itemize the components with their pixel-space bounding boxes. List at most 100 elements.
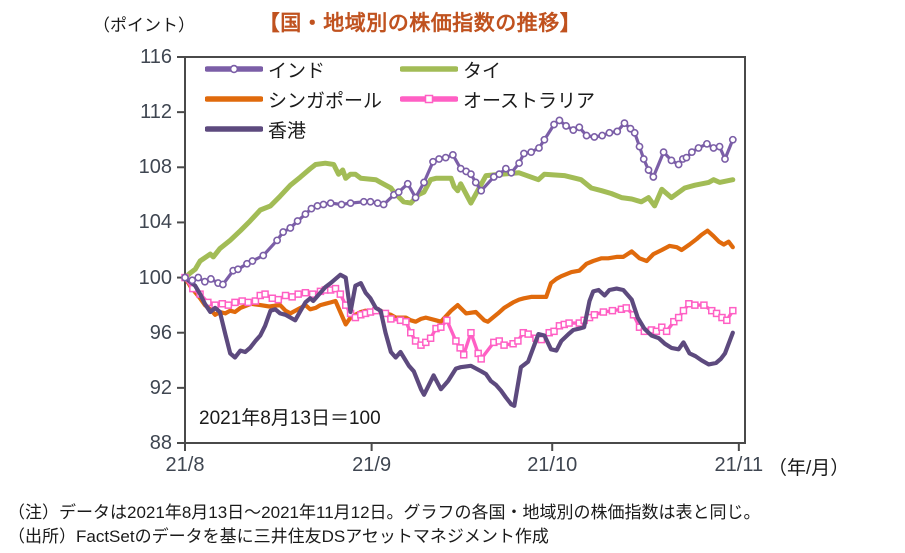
data-point-australia <box>477 355 485 363</box>
data-point-india <box>562 122 570 130</box>
data-point-india <box>630 128 639 137</box>
data-point-india <box>359 197 368 206</box>
data-point-australia <box>608 306 617 315</box>
data-point-india <box>527 148 536 157</box>
data-point-australia <box>301 288 310 297</box>
data-point-india <box>181 273 189 282</box>
data-point-australia <box>452 337 460 345</box>
data-point-australia <box>251 297 260 305</box>
data-point-india <box>194 273 203 282</box>
data-point-india <box>682 153 691 162</box>
data-point-india <box>206 275 215 283</box>
data-point-india <box>694 144 703 152</box>
data-point-australia <box>261 290 269 298</box>
y-tick-label: 116 <box>140 46 172 68</box>
data-point-australia <box>622 304 631 312</box>
data-point-india <box>507 168 516 177</box>
data-point-india <box>394 188 403 196</box>
y-tick-label: 96 <box>149 321 172 344</box>
data-point-india <box>471 178 480 187</box>
legend-item-australia: オーストラリア <box>400 86 595 113</box>
data-point-india <box>441 153 450 162</box>
data-point-india <box>259 251 268 260</box>
series-line-hongkong <box>182 272 735 408</box>
data-point-australia <box>670 317 678 326</box>
data-point-india <box>639 155 648 163</box>
legend-label-singapore: シンガポール <box>268 90 383 112</box>
data-point-australia <box>244 298 252 307</box>
chart-legend: インド タイ シンガポール オーストラリア香港 <box>205 54 595 144</box>
data-point-india <box>273 236 282 245</box>
data-point-australia <box>691 301 699 309</box>
data-point-india <box>337 200 346 209</box>
legend-item-singapore: シンガポール <box>205 86 400 113</box>
data-point-india <box>326 199 335 208</box>
data-point-india <box>520 149 528 158</box>
data-point-india <box>467 170 475 179</box>
data-point-australia <box>712 309 721 318</box>
data-point-india <box>301 210 310 219</box>
data-point-india <box>555 116 564 125</box>
data-point-australia <box>500 341 508 349</box>
data-point-india <box>420 178 428 187</box>
data-point-australia <box>387 315 395 323</box>
y-tick-label: 108 <box>138 156 172 179</box>
data-point-australia <box>281 291 290 300</box>
data-point-india <box>605 128 614 137</box>
data-point-australia <box>231 298 239 307</box>
data-point-india <box>411 193 420 202</box>
data-point-australia <box>599 308 608 316</box>
data-point-australia <box>700 301 708 309</box>
data-point-australia <box>268 294 277 302</box>
data-point-australia <box>331 284 340 293</box>
data-point-australia <box>456 344 464 352</box>
series-singapore <box>182 228 735 327</box>
series-line-singapore <box>182 228 735 327</box>
data-point-india <box>501 164 510 173</box>
legend-item-india: インド <box>205 56 400 83</box>
baseline-annotation: 2021年8月13日＝100 <box>199 408 381 429</box>
data-point-australia <box>467 328 475 337</box>
data-point-india <box>703 139 711 148</box>
series-india <box>181 116 737 289</box>
data-point-australia <box>590 311 599 319</box>
data-point-india <box>550 120 558 129</box>
legend-swatch-thailand-icon <box>400 66 458 72</box>
data-point-india <box>313 201 322 210</box>
data-point-australia <box>294 290 302 298</box>
data-point-australia <box>437 323 445 331</box>
data-point-india <box>635 142 644 151</box>
data-point-india <box>319 200 328 209</box>
legend-label-australia: オーストラリア <box>463 90 596 112</box>
data-point-india <box>569 126 578 134</box>
data-point-australia <box>402 317 410 326</box>
footnotes: （注）データは2021年8月13日～2021年11月12日。グラフの各国・地域別… <box>8 501 761 549</box>
data-point-india <box>598 131 607 140</box>
data-point-india <box>590 133 599 141</box>
legend-label-hongkong: 香港 <box>268 120 307 142</box>
data-point-australia <box>443 316 451 325</box>
data-point-australia <box>565 319 573 327</box>
data-point-australia <box>495 337 503 345</box>
data-point-india <box>582 131 591 140</box>
data-point-australia <box>411 337 420 345</box>
data-point-australia <box>514 337 522 345</box>
data-point-india <box>366 197 375 206</box>
data-point-australia <box>674 313 683 322</box>
y-tick-label: 92 <box>149 376 172 399</box>
data-point-india <box>644 166 653 174</box>
x-tick-label: 21/8 <box>165 454 205 476</box>
legend-swatch-hongkong-icon <box>205 126 263 132</box>
data-point-australia <box>652 327 661 336</box>
data-point-india <box>721 155 729 163</box>
data-point-india <box>248 257 257 265</box>
data-point-australia <box>422 338 430 347</box>
x-tick-label: 21/10 <box>527 454 578 476</box>
legend-label-india: インド <box>268 60 326 82</box>
data-point-india <box>709 144 718 152</box>
legend-item-thailand: タイ <box>400 56 595 83</box>
legend-item-hongkong: 香港 <box>205 116 400 143</box>
data-point-india <box>293 217 302 225</box>
data-point-india <box>200 277 209 286</box>
